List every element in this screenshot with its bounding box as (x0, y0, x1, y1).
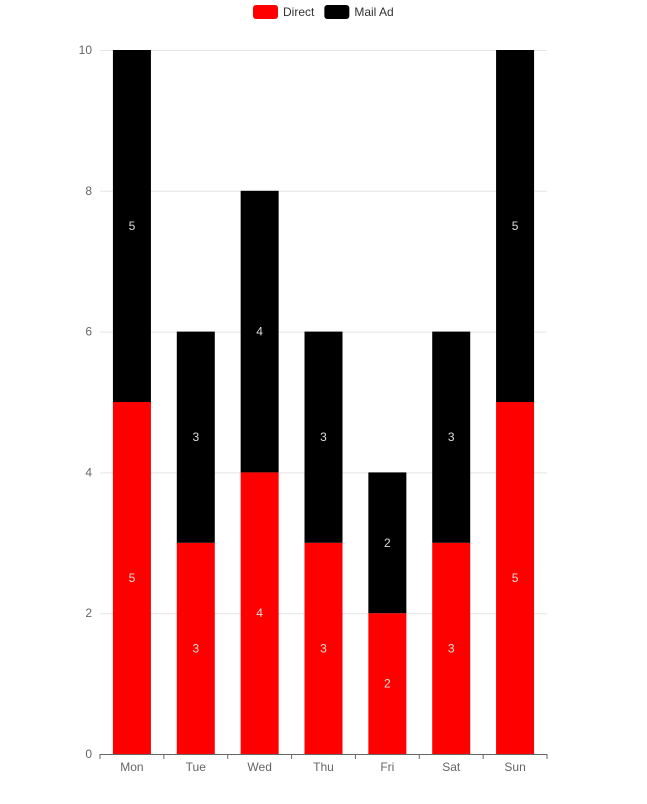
bar-segment (432, 542, 471, 754)
bar-segment (496, 50, 535, 402)
data-label: 3 (192, 430, 199, 444)
data-labels: 5 5 3 3 4 4 3 3 2 2 3 3 5 5 (129, 219, 519, 691)
legend-label: Mail Ad (354, 5, 393, 19)
data-label: 3 (192, 641, 199, 655)
x-axis: Mon Tue Wed Thu Fri Sat Sun (99, 754, 548, 774)
data-label: 3 (320, 430, 327, 444)
x-tick-label: Fri (380, 760, 394, 774)
x-tick-label: Thu (313, 760, 334, 774)
legend-item[interactable]: Mail Ad (324, 5, 394, 19)
legend-item[interactable]: Direct (253, 5, 315, 19)
bar-segment (240, 472, 279, 754)
y-tick-label: 10 (79, 43, 93, 57)
x-tick-label: Mon (120, 760, 143, 774)
y-tick-label: 2 (85, 606, 92, 620)
data-label: 2 (384, 677, 391, 691)
legend-swatch (324, 5, 350, 19)
bar-segment (240, 190, 279, 473)
bar-segment (304, 542, 343, 754)
bars (112, 50, 535, 754)
data-label: 3 (448, 430, 455, 444)
x-tick-label: Sun (504, 760, 525, 774)
bar-segment (496, 402, 535, 754)
data-label: 5 (129, 571, 136, 585)
data-label: 5 (129, 219, 136, 233)
data-label: 4 (256, 325, 263, 339)
y-axis: 0 2 4 6 8 10 (79, 43, 93, 761)
x-tick-label: Wed (247, 760, 271, 774)
bar-segment (432, 331, 471, 543)
data-label: 4 (256, 606, 263, 620)
bar-segment (176, 331, 215, 543)
x-tick-label: Sat (442, 760, 461, 774)
bar-segment (304, 331, 343, 543)
x-tick-label: Tue (186, 760, 207, 774)
data-label: 5 (512, 571, 519, 585)
y-tick-label: 8 (85, 184, 92, 198)
legend-swatch (253, 5, 278, 19)
bar-segment (176, 542, 215, 754)
data-label: 5 (512, 219, 519, 233)
data-label: 3 (320, 641, 327, 655)
y-tick-label: 0 (85, 747, 92, 761)
legend-label: Direct (283, 5, 315, 19)
legend: Direct Mail Ad (253, 5, 394, 19)
y-tick-label: 6 (85, 325, 92, 339)
bar-segment (112, 50, 151, 402)
bar-segment (368, 472, 407, 614)
bar-segment (112, 402, 151, 754)
data-label: 2 (384, 536, 391, 550)
y-tick-label: 4 (85, 465, 92, 479)
bar-segment (368, 613, 407, 754)
data-label: 3 (448, 641, 455, 655)
